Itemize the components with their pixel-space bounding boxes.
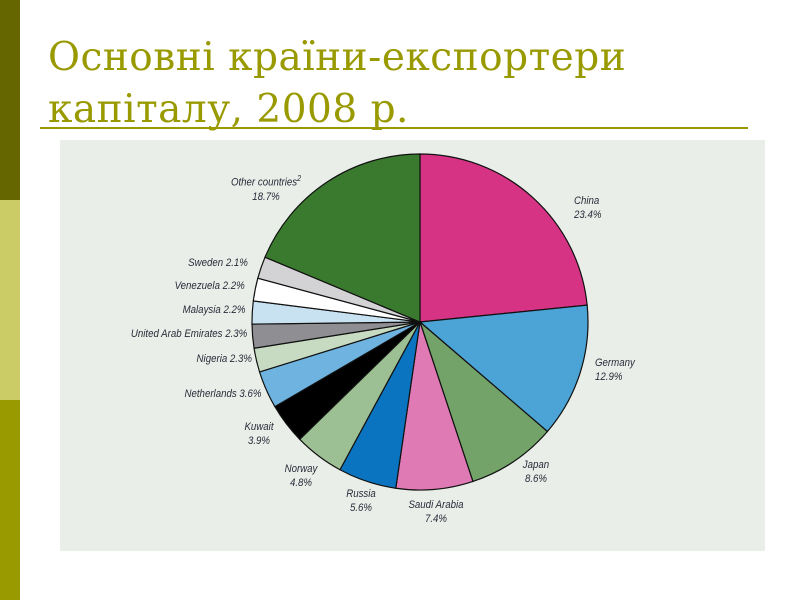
label-russia: Russia 5.6% (339, 487, 383, 515)
pie-slice-germany (418, 304, 589, 433)
title-underline (40, 127, 748, 129)
label-nigeria: Nigeria 2.3% (196, 353, 252, 365)
slide-title: Основні країни-експортери капіталу, 2008… (48, 32, 626, 136)
pie-chart-panel: China 23.4% Germany 12.9% Japan 8.6% Sau… (60, 140, 765, 551)
label-japan-name: Japan (522, 459, 550, 471)
label-kuwait-value: 3.9% (247, 435, 271, 447)
slide-title-line2: капіталу, 2008 р. (48, 87, 409, 132)
slide-title-line1: Основні країни-експортери (48, 35, 627, 80)
label-germany-value: 12.9% (595, 371, 623, 383)
label-other-value: 18.7% (252, 190, 280, 203)
label-germany: Germany 12.9% (595, 356, 635, 384)
label-saudi-name: Saudi Arabia (408, 499, 464, 511)
label-china-value: 23.4% (574, 209, 602, 221)
pie-slice-other-countries (264, 153, 421, 323)
sidebar-band-light (0, 200, 20, 400)
pie-slice-japan (418, 320, 549, 483)
sidebar-band-dark (0, 0, 20, 200)
pie-chart (251, 153, 589, 491)
label-other-countries: Other countries2 18.7% (222, 172, 310, 204)
label-netherlands: Netherlands 3.6% (184, 388, 261, 400)
label-norway-value: 4.8% (289, 477, 313, 489)
label-norway: Norway 4.8% (279, 462, 323, 490)
label-china-name: China (574, 195, 600, 207)
sidebar-band-mid (0, 400, 20, 600)
label-uae: United Arab Emirates 2.3% (130, 328, 247, 340)
pie-slice-china (419, 153, 588, 323)
label-germany-name: Germany (595, 357, 635, 369)
label-saudi-arabia: Saudi Arabia 7.4% (401, 498, 471, 526)
label-saudi-value: 7.4% (424, 513, 448, 525)
label-norway-name: Norway (284, 463, 318, 475)
label-japan: Japan 8.6% (518, 458, 553, 486)
label-other-footnote: 2 (297, 174, 302, 183)
label-malaysia: Malaysia 2.2% (183, 304, 246, 316)
label-venezuela: Venezuela 2.2% (174, 280, 245, 292)
label-china: China 23.4% (574, 194, 601, 222)
label-russia-value: 5.6% (349, 502, 373, 514)
label-other-name: Other countries (230, 176, 298, 189)
label-kuwait-name: Kuwait (244, 421, 274, 433)
label-japan-value: 8.6% (524, 473, 548, 485)
label-sweden: Sweden 2.1% (188, 257, 248, 269)
label-russia-name: Russia (346, 488, 376, 500)
label-kuwait: Kuwait 3.9% (239, 420, 279, 448)
